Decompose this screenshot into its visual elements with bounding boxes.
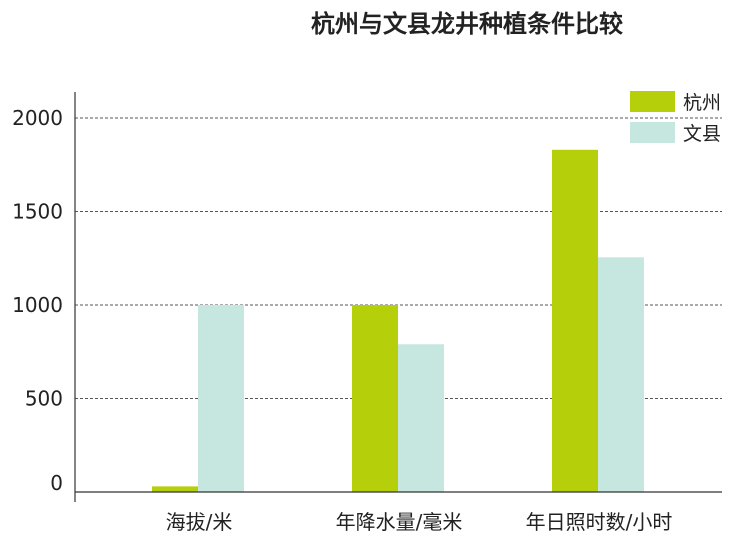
- y-tick-label: 500: [25, 387, 63, 411]
- legend-label: 杭州: [683, 92, 721, 114]
- x-axis: 海拔/米 年降水量/毫米 年日照时数/小时: [75, 491, 722, 534]
- bar-文县-0: [198, 305, 244, 492]
- y-tick-label: 2000: [12, 106, 63, 130]
- legend-swatch-杭州: [630, 91, 675, 112]
- bar-杭州-0: [152, 486, 198, 492]
- bar-杭州-1: [352, 305, 398, 492]
- y-tick-label: 1000: [12, 293, 63, 317]
- chart-title: 杭州与文县龙井种植条件比较: [311, 10, 623, 38]
- y-tick-label: 1500: [12, 200, 63, 224]
- bar-文县-1: [398, 344, 444, 492]
- y-tick-label: 0: [50, 471, 63, 495]
- legend-label: 文县: [683, 123, 721, 145]
- bar-杭州-2: [552, 149, 598, 493]
- x-tick-label: 年日照时数/小时: [526, 510, 673, 534]
- legend-swatch-文县: [630, 122, 675, 143]
- bar-文县-2: [598, 257, 644, 492]
- x-tick-label: 年降水量/毫米: [336, 510, 463, 534]
- gridlines: [75, 117, 722, 399]
- bars: [152, 149, 644, 493]
- x-tick-label: 海拔/米: [166, 510, 233, 534]
- y-axis: 0 500 1000 1500 2000: [12, 92, 76, 502]
